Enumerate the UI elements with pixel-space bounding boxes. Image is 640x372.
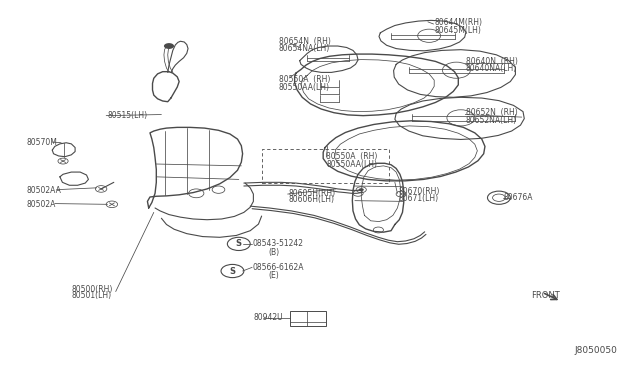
Text: 80640N  (RH): 80640N (RH) [466, 57, 518, 66]
Text: (B): (B) [268, 248, 279, 257]
Text: 80501(LH): 80501(LH) [71, 291, 111, 301]
Text: 08566-6162A: 08566-6162A [252, 263, 303, 272]
Text: 80670(RH): 80670(RH) [398, 187, 440, 196]
Text: 80550AA(LH): 80550AA(LH) [279, 83, 330, 92]
Text: 80500(RH): 80500(RH) [71, 285, 113, 294]
Text: 80640NA(LH): 80640NA(LH) [466, 64, 517, 73]
Text: (E): (E) [268, 271, 279, 280]
Text: S: S [236, 240, 242, 248]
Text: J8050050: J8050050 [574, 346, 617, 355]
Text: 80570M: 80570M [26, 138, 57, 147]
Text: 80676A: 80676A [504, 193, 534, 202]
Text: 80942U: 80942U [253, 314, 283, 323]
Text: 80645M(LH): 80645M(LH) [434, 26, 481, 35]
Text: 80671(LH): 80671(LH) [398, 194, 438, 203]
Text: 80606H(LH): 80606H(LH) [288, 195, 334, 205]
Text: S: S [230, 266, 236, 276]
Text: 80605H(RH): 80605H(RH) [288, 189, 335, 198]
Text: 80652N  (RH): 80652N (RH) [466, 108, 518, 117]
Text: 80654N  (RH): 80654N (RH) [279, 37, 331, 46]
Text: 80652NA(LH): 80652NA(LH) [466, 116, 517, 125]
Text: FRONT: FRONT [531, 291, 559, 301]
Text: 80654NA(LH): 80654NA(LH) [279, 44, 330, 53]
Text: 80550AA(LH): 80550AA(LH) [326, 160, 378, 169]
Text: 80502AA: 80502AA [26, 186, 61, 195]
Text: 80644M(RH): 80644M(RH) [434, 19, 482, 28]
Circle shape [164, 43, 174, 49]
Text: 08543-51242: 08543-51242 [252, 240, 303, 248]
Circle shape [358, 188, 364, 191]
Text: 80502A: 80502A [26, 200, 56, 209]
Bar [289, 311, 326, 326]
Text: 80515(LH): 80515(LH) [108, 111, 148, 120]
Text: 80550A  (RH): 80550A (RH) [326, 152, 378, 161]
Text: 80550A  (RH): 80550A (RH) [279, 75, 330, 84]
